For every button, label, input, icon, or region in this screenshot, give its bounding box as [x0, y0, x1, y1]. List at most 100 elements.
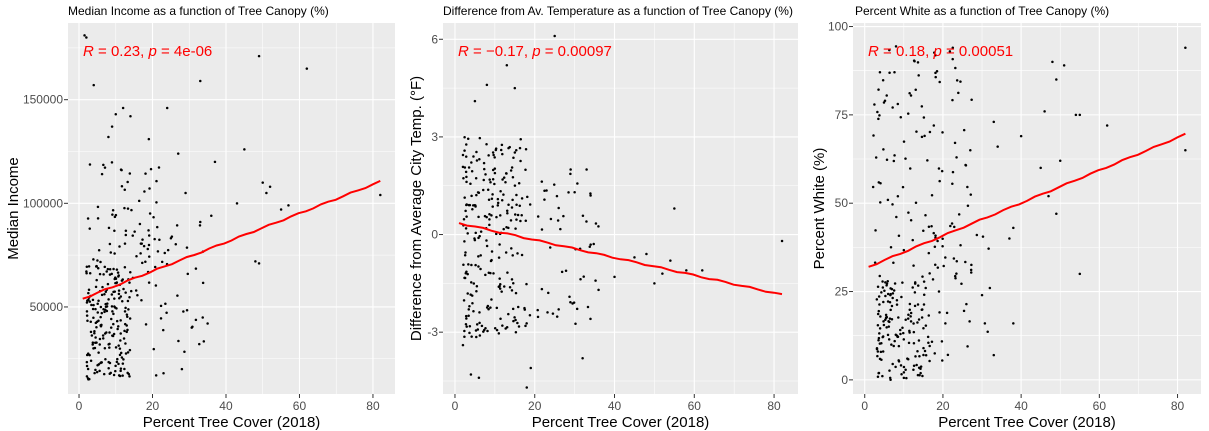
white-data-point — [872, 134, 875, 137]
white-data-point — [893, 339, 896, 343]
white-data-point — [1184, 148, 1187, 152]
white-data-point — [908, 308, 912, 311]
white-data-point — [924, 214, 927, 217]
temperature-data-point — [463, 149, 466, 152]
temperature-data-point — [463, 276, 467, 280]
white-data-point — [942, 264, 945, 268]
temperature-data-point — [463, 335, 466, 338]
income-data-point — [121, 106, 125, 110]
temperature-data-point — [465, 175, 468, 179]
income-data-point — [85, 375, 89, 378]
income-data-point — [117, 292, 121, 296]
white-data-point — [1055, 212, 1058, 216]
income-data-point — [126, 351, 130, 354]
white-data-point — [912, 264, 915, 267]
temperature-data-point — [549, 217, 553, 221]
income-data-point — [96, 217, 100, 220]
white-data-point — [922, 346, 925, 350]
income-data-point — [117, 362, 120, 366]
income-data-point — [102, 372, 106, 376]
temperature-data-point — [496, 201, 500, 205]
temperature-data-point — [499, 283, 502, 286]
white-data-point — [951, 57, 954, 61]
income-data-point — [85, 360, 89, 364]
income-data-point — [110, 272, 113, 276]
white-data-point — [894, 45, 898, 48]
temperature-data-point — [471, 204, 475, 207]
white-x-axis-title: Percent Tree Cover (2018) — [938, 414, 1116, 431]
temperature-data-point — [553, 34, 556, 38]
white-data-point — [879, 315, 882, 318]
temperature-data-point — [511, 254, 514, 257]
income-data-point — [103, 265, 107, 269]
white-data-point — [969, 271, 973, 274]
temperature-data-point — [484, 273, 487, 277]
white-data-point — [879, 201, 882, 204]
white-data-point — [897, 316, 900, 319]
income-data-point — [147, 281, 151, 284]
income-data-point — [91, 307, 95, 311]
temperature-data-point — [472, 309, 475, 313]
white-data-point — [912, 322, 915, 325]
income-data-point — [143, 190, 146, 193]
temperature-x-tick-label: 60 — [688, 399, 702, 413]
white-data-point — [907, 211, 910, 214]
white-data-point — [962, 309, 966, 313]
white-data-point — [914, 355, 917, 358]
income-data-point — [102, 308, 105, 311]
white-data-point — [926, 159, 929, 162]
income-data-point — [91, 343, 94, 346]
income-data-point — [111, 334, 114, 337]
income-data-point — [180, 367, 184, 371]
white-data-point — [920, 135, 924, 139]
temperature-data-point — [661, 272, 664, 275]
temperature-data-point — [464, 314, 468, 318]
income-data-point — [141, 238, 144, 241]
income-data-point — [114, 369, 117, 373]
temperature-y-axis-title: Difference from Average City Temp. (°F) — [408, 76, 425, 341]
white-data-point — [908, 92, 911, 95]
temperature-data-point — [487, 154, 490, 157]
income-data-point — [96, 302, 99, 306]
white-data-point — [938, 311, 941, 314]
income-data-point — [122, 337, 126, 340]
white-data-point — [921, 374, 924, 378]
income-data-point — [159, 317, 163, 320]
income-data-point — [114, 346, 118, 349]
white-data-point — [904, 368, 907, 372]
income-data-point — [130, 208, 133, 212]
temperature-data-point — [463, 166, 467, 169]
income-data-point — [97, 363, 101, 366]
temperature-data-point — [485, 244, 489, 248]
income-data-point — [142, 244, 146, 248]
white-data-point — [955, 156, 958, 159]
white-data-point — [927, 225, 931, 229]
temperature-data-point — [480, 324, 484, 328]
temperature-data-point — [504, 180, 507, 184]
income-x-tick-label: 60 — [293, 399, 307, 413]
white-data-point — [899, 115, 903, 119]
white-p-value: = 0.00051 — [942, 43, 1013, 60]
temperature-data-point — [543, 189, 546, 193]
white-data-point — [937, 167, 941, 170]
white-data-point — [879, 181, 882, 185]
income-data-point — [124, 291, 127, 294]
temperature-data-point — [469, 373, 473, 376]
white-data-point — [891, 292, 895, 295]
temperature-data-point — [516, 305, 520, 309]
white-data-point — [966, 185, 969, 189]
income-data-point — [107, 226, 111, 230]
white-data-point — [873, 261, 877, 264]
white-data-point — [1078, 113, 1082, 117]
income-data-point — [144, 323, 148, 326]
white-data-point — [966, 345, 969, 348]
income-data-point — [96, 311, 100, 314]
income-data-point — [108, 331, 111, 334]
income-data-point — [93, 332, 96, 335]
white-data-point — [1019, 134, 1023, 138]
income-panel: Median Income as a function of Tree Cano… — [5, 4, 395, 431]
white-data-point — [882, 300, 885, 304]
white-data-point — [930, 194, 934, 197]
income-data-point — [92, 316, 95, 319]
income-data-point — [103, 332, 107, 335]
